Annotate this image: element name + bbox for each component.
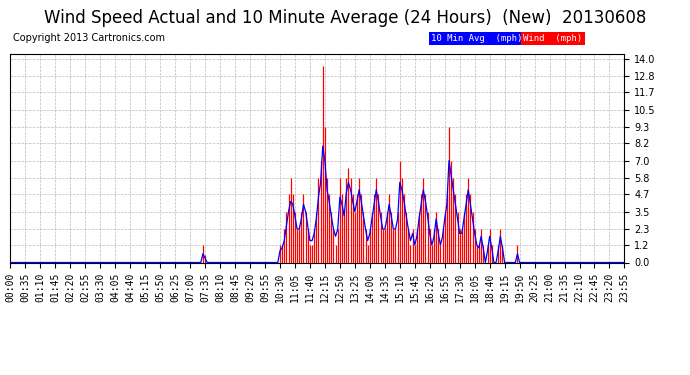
- Text: Wind Speed Actual and 10 Minute Average (24 Hours)  (New)  20130608: Wind Speed Actual and 10 Minute Average …: [43, 9, 647, 27]
- Text: 10 Min Avg  (mph): 10 Min Avg (mph): [431, 34, 522, 43]
- Text: Copyright 2013 Cartronics.com: Copyright 2013 Cartronics.com: [13, 33, 166, 43]
- Text: Wind  (mph): Wind (mph): [523, 34, 582, 43]
